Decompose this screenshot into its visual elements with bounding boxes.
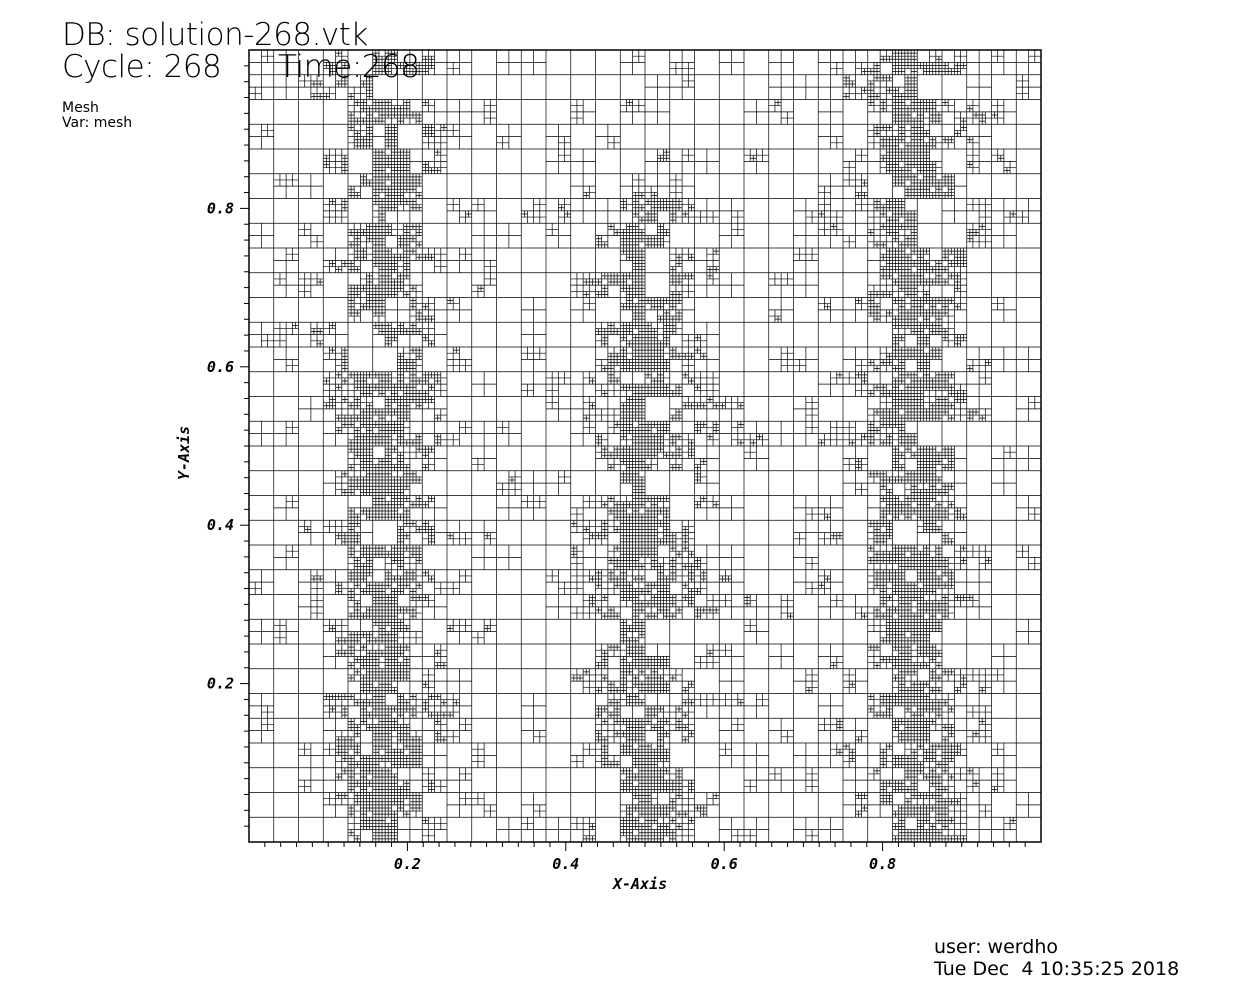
y-tick-label: 0.8: [207, 199, 234, 217]
x-tick-label: 0.6: [711, 855, 738, 873]
variable-label: Var: mesh: [62, 115, 133, 131]
time-label: Time:268: [278, 49, 420, 85]
y-axis-label: Y-Axis: [175, 426, 193, 480]
x-axis-ticks: 0.2 0.4 0.6 0.8: [264, 842, 1026, 873]
user-label: user: werdho: [934, 936, 1058, 958]
cycle-label: Cycle: 268: [62, 49, 222, 85]
x-tick-label: 0.8: [869, 855, 896, 873]
y-tick-label: 0.2: [207, 675, 234, 693]
date-label: Tue Dec 4 10:35:25 2018: [934, 958, 1180, 980]
plot-type-label: Mesh: [62, 100, 99, 116]
db-label: DB: solution-268.vtk: [62, 17, 368, 53]
x-tick-label: 0.2: [394, 855, 421, 873]
y-tick-label: 0.6: [207, 358, 234, 376]
mesh-grid: [248, 49, 1042, 843]
y-tick-label: 0.4: [207, 516, 234, 534]
y-axis-ticks: 0.2 0.4 0.6 0.8: [207, 65, 249, 827]
mesh-cells: [248, 49, 1042, 843]
x-tick-label: 0.4: [552, 855, 579, 873]
x-axis-label: X-Axis: [611, 875, 667, 893]
